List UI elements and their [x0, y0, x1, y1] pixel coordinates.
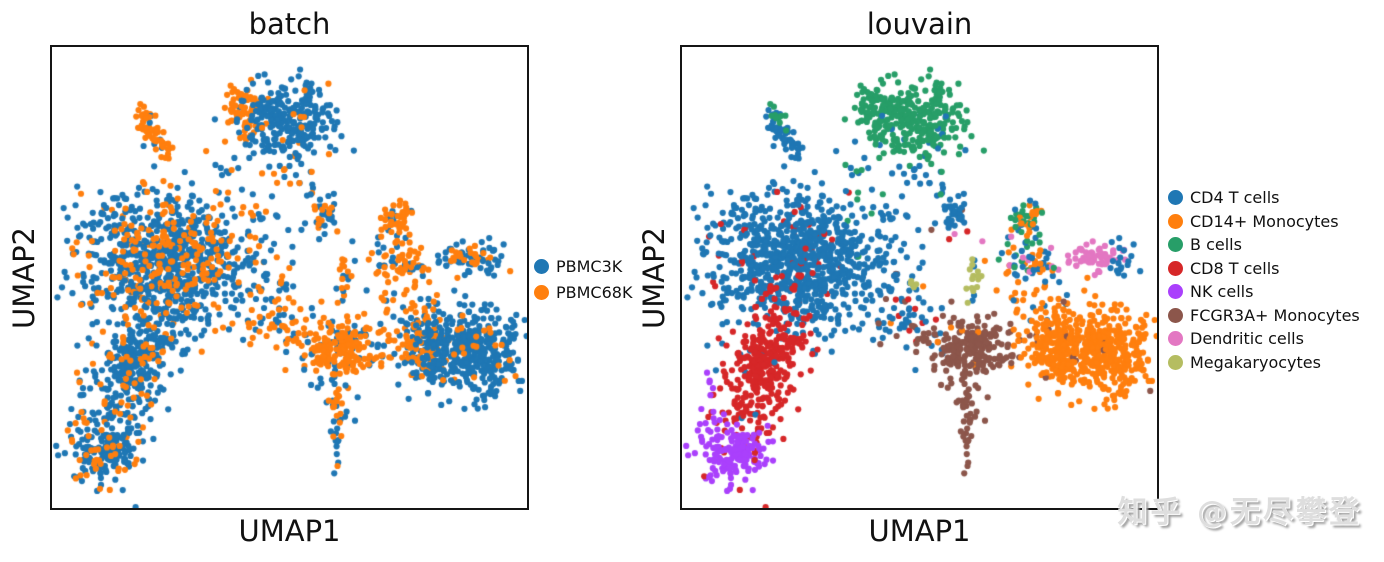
- legend-label: Dendritic cells: [1190, 329, 1304, 349]
- louvain-plot-title: louvain: [866, 7, 973, 41]
- batch-x-axis-label: UMAP1: [238, 514, 341, 548]
- legend-label: CD8 T cells: [1190, 258, 1280, 278]
- legend-swatch-olive: [1168, 354, 1183, 370]
- legend-item: CD8 T cells: [1168, 257, 1360, 281]
- legend-label: CD4 T cells: [1190, 188, 1280, 208]
- legend-item: PBMC3K: [534, 253, 632, 279]
- legend-item: Megakaryocytes: [1168, 351, 1360, 375]
- louvain-x-axis-label: UMAP1: [868, 514, 971, 548]
- legend-swatch-green: [1168, 237, 1183, 253]
- legend-swatch-blue: [534, 258, 549, 274]
- batch-plot-title: batch: [248, 7, 331, 41]
- legend-swatch-brown: [1168, 307, 1183, 323]
- legend-swatch-blue: [1168, 190, 1183, 206]
- batch-legend: PBMC3K PBMC68K: [534, 253, 632, 305]
- legend-label: Megakaryocytes: [1190, 352, 1321, 372]
- legend-item: PBMC68K: [534, 279, 632, 305]
- legend-item: CD14+ Monocytes: [1168, 210, 1360, 234]
- louvain-scatter-plot: [680, 45, 1159, 510]
- legend-label: B cells: [1190, 235, 1242, 255]
- batch-scatter-plot: [50, 45, 529, 510]
- legend-swatch-purple: [1168, 284, 1183, 300]
- legend-item: Dendritic cells: [1168, 327, 1360, 351]
- batch-y-axis-label: UMAP2: [7, 226, 41, 330]
- legend-item: NK cells: [1168, 280, 1360, 304]
- louvain-legend: CD4 T cells CD14+ Monocytes B cells CD8 T c…: [1168, 186, 1360, 374]
- legend-swatch-red: [1168, 260, 1183, 276]
- legend-label: CD14+ Monocytes: [1190, 211, 1339, 231]
- legend-item: CD4 T cells: [1168, 186, 1360, 210]
- louvain-y-axis-label: UMAP2: [637, 226, 671, 330]
- legend-item: FCGR3A+ Monocytes: [1168, 304, 1360, 328]
- legend-label: NK cells: [1190, 282, 1254, 302]
- zhihu-watermark: 知乎 @无尽攀登: [1117, 495, 1362, 530]
- legend-label: PBMC68K: [556, 282, 633, 302]
- legend-swatch-orange: [1168, 213, 1183, 229]
- legend-label: FCGR3A+ Monocytes: [1190, 305, 1360, 325]
- legend-swatch-orange: [534, 284, 549, 300]
- legend-label: PBMC3K: [556, 256, 623, 276]
- legend-item: B cells: [1168, 233, 1360, 257]
- legend-swatch-pink: [1168, 331, 1183, 347]
